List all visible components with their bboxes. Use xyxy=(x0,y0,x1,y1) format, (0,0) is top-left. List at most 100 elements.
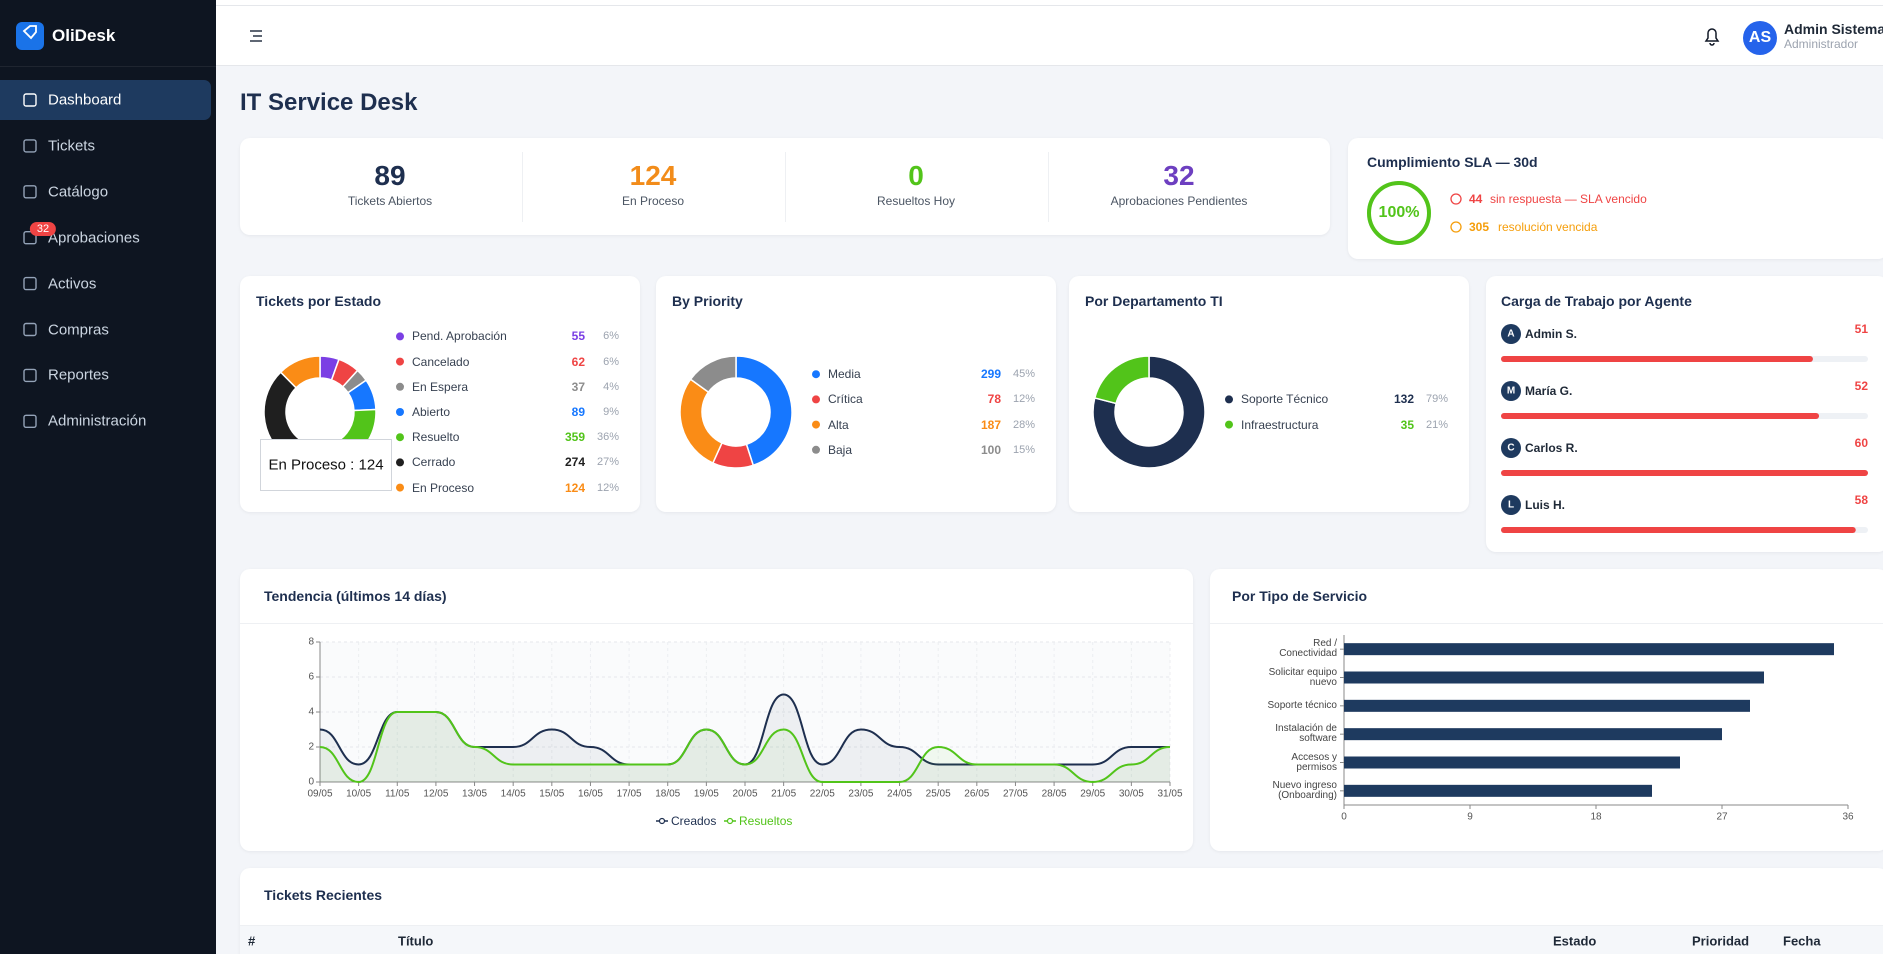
agent-name: María G. xyxy=(1525,384,1573,398)
agent-value: 52 xyxy=(1854,379,1868,393)
y-tick-label: Solicitar equipo nuevo xyxy=(1268,666,1337,688)
user-role: Administrador xyxy=(1784,37,1859,51)
kpi-value: 0 xyxy=(908,160,924,191)
x-tick-label: 11/05 xyxy=(385,788,410,800)
agent-initial: M xyxy=(1506,385,1516,397)
x-tick-label: 27/05 xyxy=(1002,788,1028,800)
legend-dot xyxy=(396,332,404,341)
legend-label: Resueltos xyxy=(739,814,793,828)
agent-avatar xyxy=(1501,495,1521,515)
x-tick-label: 22/05 xyxy=(809,788,835,800)
legend-share: 36% xyxy=(596,431,619,444)
y-tick-label: 6 xyxy=(308,671,314,683)
column-header: Estado xyxy=(1553,933,1597,949)
agent-bar xyxy=(1501,356,1813,362)
card-divider xyxy=(1210,623,1883,624)
x-tick-label: 19/05 xyxy=(693,788,719,800)
x-tick-label: 0 xyxy=(1341,811,1347,823)
legend-dot xyxy=(396,483,404,492)
legend-value: 187 xyxy=(980,417,1001,432)
agent-bar xyxy=(1501,470,1868,476)
sla-alert-icon xyxy=(1450,221,1462,233)
donut-slice xyxy=(279,355,321,389)
donut-slice xyxy=(689,355,737,394)
kpi-value: 124 xyxy=(629,160,677,191)
x-tick-label: 21/05 xyxy=(771,788,797,800)
sla-alert-count: 305 xyxy=(1469,220,1490,234)
kpi-label: Resueltos Hoy xyxy=(876,194,956,208)
legend-label: Baja xyxy=(828,442,853,457)
column-header: Título xyxy=(398,933,434,949)
legend-label: Soporte Técnico xyxy=(1241,392,1329,407)
legend-value: 359 xyxy=(564,430,585,445)
x-tick-label: 30/05 xyxy=(1118,788,1144,800)
sidebar-divider xyxy=(0,66,216,67)
legend-value: 124 xyxy=(564,480,585,495)
chart-title: Tickets por Estado xyxy=(256,293,382,309)
legend-value: 37 xyxy=(571,379,585,394)
tooltip xyxy=(260,439,392,491)
chart-title: By Priority xyxy=(672,293,743,309)
donut-slice xyxy=(735,355,793,467)
agent-value: 60 xyxy=(1854,436,1868,450)
kpi-divider xyxy=(522,152,523,222)
x-tick-label: 31/05 xyxy=(1157,788,1183,800)
topbar xyxy=(216,0,1883,66)
chart-title: Por Departamento TI xyxy=(1085,293,1223,309)
column-header: Fecha xyxy=(1783,933,1821,949)
x-tick-label: 12/05 xyxy=(423,788,449,800)
bar xyxy=(1344,756,1680,769)
legend-dot xyxy=(396,433,404,442)
menu-item: Administración xyxy=(48,412,147,430)
legend-share: 9% xyxy=(603,406,619,418)
bar xyxy=(1344,784,1652,797)
agent-initial: C xyxy=(1507,442,1515,454)
x-tick-label: 10/05 xyxy=(346,788,372,800)
x-tick-label: 27 xyxy=(1716,811,1728,823)
donut-slice xyxy=(1093,355,1150,405)
x-tick-label: 15/05 xyxy=(539,788,565,800)
legend-label: En Proceso xyxy=(412,480,475,495)
kpi-label: En Proceso xyxy=(621,194,685,208)
legend-share: 15% xyxy=(1012,443,1035,456)
agent-name: Luis H. xyxy=(1525,498,1566,512)
sla-alert-text: resolución vencida xyxy=(1498,220,1598,234)
sla-alert-count: 44 xyxy=(1469,192,1483,206)
legend-value: 132 xyxy=(1393,392,1414,407)
agent-initial: A xyxy=(1507,328,1515,340)
menu-item: Aprobaciones xyxy=(48,229,140,247)
menu-item: Dashboard xyxy=(48,91,122,109)
menu-icon xyxy=(23,322,37,337)
donut-slice xyxy=(679,378,723,464)
x-tick-label: 14/05 xyxy=(500,788,526,800)
page-title: IT Service Desk xyxy=(240,89,418,116)
sla-percent: 100% xyxy=(1378,204,1420,221)
agent-initial: L xyxy=(1507,499,1515,511)
menu-icon xyxy=(23,368,37,383)
legend-label: Cancelado xyxy=(412,354,470,369)
legend-label: Abierto xyxy=(412,405,451,419)
y-tick-label: Red / Conectividad xyxy=(1279,638,1337,660)
legend-dot xyxy=(812,370,820,379)
legend-marker xyxy=(726,817,734,825)
legend-label: En Espera xyxy=(412,379,469,394)
legend-label: Resuelto xyxy=(412,430,460,445)
legend-dot xyxy=(1225,420,1233,429)
legend-dot xyxy=(812,420,820,429)
legend-share: 28% xyxy=(1012,418,1035,431)
card-title: Tickets Recientes xyxy=(264,887,383,903)
user-name: Admin Sistema xyxy=(1784,21,1883,37)
menu-item: Catálogo xyxy=(48,183,109,201)
x-tick-label: 9 xyxy=(1467,811,1473,823)
menu-item: Reportes xyxy=(48,366,109,384)
agent-avatar xyxy=(1501,381,1521,401)
x-tick-label: 20/05 xyxy=(732,788,758,800)
legend-dot xyxy=(396,458,404,467)
legend-share: 12% xyxy=(596,481,619,494)
bell xyxy=(1704,28,1720,46)
column-header: # xyxy=(248,933,256,949)
legend-label: Media xyxy=(828,367,861,382)
agent-avatar xyxy=(1501,438,1521,458)
legend-share: 4% xyxy=(603,380,619,393)
